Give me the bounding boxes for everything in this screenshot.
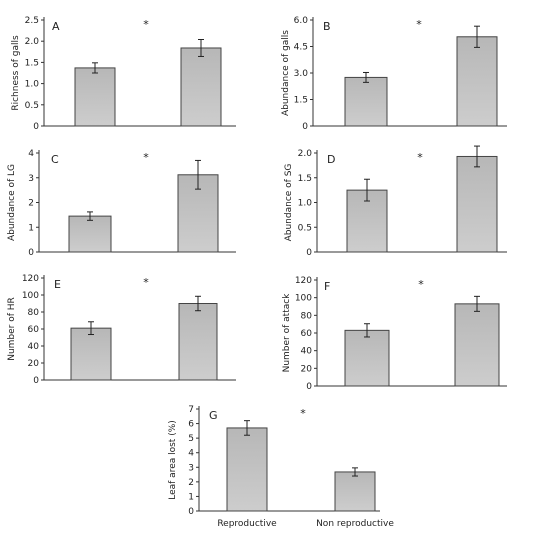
y-tick-label: 2 — [188, 478, 194, 488]
y-tick-label: 0 — [33, 376, 39, 386]
significance-star: * — [143, 151, 149, 164]
bar-reproductive — [68, 215, 112, 253]
y-tick-label: 3 — [28, 174, 34, 184]
y-axis-label: Abundance of LG — [7, 164, 17, 241]
y-tick-label: 4 — [188, 449, 194, 459]
y-tick-label: 3.0 — [294, 69, 309, 79]
y-tick-label: 6.0 — [294, 16, 309, 26]
panel-letter: G — [209, 409, 218, 422]
y-tick-label: 0 — [306, 382, 312, 392]
y-tick-label: 4.5 — [294, 43, 308, 53]
y-tick-label: 80 — [28, 308, 40, 318]
y-tick-label: 1 — [28, 223, 34, 233]
y-tick-label: 1.5 — [294, 96, 308, 106]
panel-letter: D — [327, 153, 335, 166]
y-axis-label: Richness of galls — [11, 35, 21, 111]
bar-non-reproductive — [456, 36, 498, 127]
y-tick-label: 1 — [188, 492, 194, 502]
y-tick-label: 0.5 — [298, 223, 312, 233]
y-axis-label: Leaf area lost (%) — [168, 420, 178, 500]
panel-letter: B — [323, 20, 331, 33]
y-axis-label: Number of attack — [282, 293, 292, 373]
bar-non-reproductive — [454, 303, 500, 387]
y-axis-label: Number of HR — [7, 297, 17, 361]
y-tick-label: 7 — [188, 405, 194, 415]
y-axis-label: Abundance of galls — [281, 30, 291, 116]
panel-d: 0 0.5 1.0 1.5 2.0 Abundance of SG D * — [284, 145, 507, 258]
y-tick-label: 100 — [295, 294, 312, 304]
y-tick-label: 80 — [301, 311, 313, 321]
y-tick-label: 40 — [301, 347, 313, 357]
panel-e: 0 20 40 60 80 100 120 Number of HR E * — [7, 274, 236, 386]
panel-letter: C — [51, 153, 59, 166]
y-tick-label: 5 — [188, 434, 194, 444]
y-axis-label: Abundance of SG — [284, 164, 294, 242]
y-tick-label: 20 — [301, 364, 313, 374]
y-tick-label: 1.5 — [298, 174, 312, 184]
y-tick-label: 0 — [33, 122, 39, 132]
significance-star: * — [416, 18, 422, 31]
bar-reproductive — [70, 327, 112, 381]
y-tick-label: 1.0 — [298, 199, 313, 209]
y-tick-label: 60 — [28, 325, 40, 335]
y-tick-label: 20 — [28, 359, 40, 369]
panel-letter: A — [52, 20, 60, 33]
bar-non-reproductive — [334, 471, 376, 512]
y-tick-label: 2.5 — [25, 16, 39, 26]
category-label: Non reproductive — [316, 519, 394, 529]
y-tick-label: 4 — [28, 149, 34, 159]
bar-reproductive — [344, 329, 390, 387]
panel-g: 0 1 2 3 4 5 6 7 Leaf area lost (%) G * Reproductive… — [168, 405, 394, 529]
y-tick-label: 1.0 — [25, 80, 40, 90]
y-tick-label: 0.5 — [25, 101, 39, 111]
y-tick-label: 0 — [28, 248, 34, 258]
y-tick-label: 0 — [302, 122, 308, 132]
y-tick-label: 120 — [22, 274, 39, 284]
y-tick-label: 120 — [295, 276, 312, 286]
y-tick-label: 100 — [22, 291, 39, 301]
panel-a: 0 0.5 1.0 1.5 2.0 2.5 Richness of galls A * — [11, 16, 236, 132]
y-tick-label: 1.5 — [25, 58, 39, 68]
significance-star: * — [143, 18, 149, 31]
bar-reproductive — [344, 76, 388, 127]
bar-reproductive — [226, 427, 268, 512]
y-tick-label: 3 — [188, 463, 194, 473]
y-tick-label: 0 — [188, 507, 194, 517]
significance-star: * — [300, 407, 306, 420]
y-tick-label: 60 — [301, 329, 313, 339]
category-label: Reproductive — [217, 519, 277, 529]
y-tick-label: 0 — [306, 248, 312, 258]
significance-star: * — [418, 278, 424, 291]
y-tick-label: 2.0 — [25, 37, 40, 47]
bar-reproductive — [74, 67, 116, 127]
y-tick-label: 2.0 — [298, 149, 313, 159]
y-tick-label: 40 — [28, 342, 40, 352]
bar-non-reproductive — [178, 303, 218, 381]
panel-c: 0 1 2 3 4 Abundance of LG C * — [7, 149, 236, 258]
panel-letter: E — [54, 278, 61, 291]
significance-star: * — [143, 276, 149, 289]
significance-star: * — [417, 151, 423, 164]
panel-letter: F — [324, 280, 330, 293]
bar-non-reproductive — [456, 155, 498, 253]
y-tick-label: 2 — [28, 199, 34, 209]
bar-non-reproductive — [180, 47, 222, 127]
y-tick-label: 6 — [188, 420, 194, 430]
